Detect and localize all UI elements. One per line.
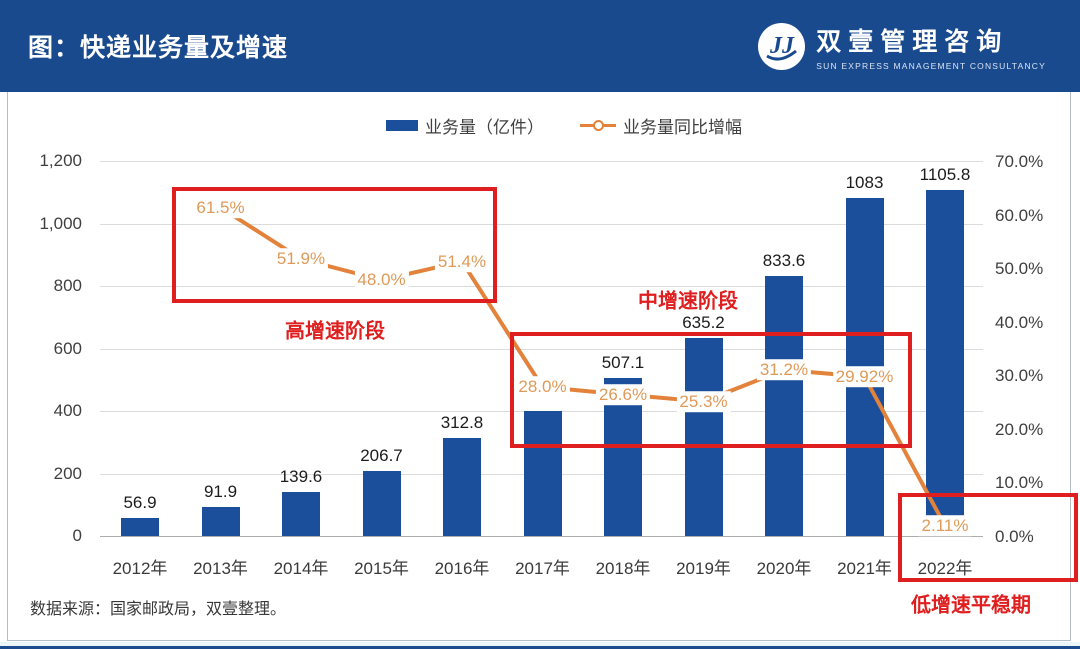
y-axis-tick-label: 400 — [53, 401, 82, 420]
growth-point-label: 25.3% — [676, 390, 731, 413]
growth-point-label: 31.2% — [756, 359, 812, 381]
logo: JJ 双壹管理咨询 SUN EXPRESS MANAGEMENT CONSULT… — [758, 22, 1080, 71]
right-axis-tick-label: 20.0% — [995, 419, 1044, 439]
y-axis-tick-label: 0 — [72, 526, 82, 545]
growth-point-label: 26.6% — [595, 383, 651, 406]
volume-bar — [201, 507, 240, 536]
page-title: 图：快递业务量及增速 — [28, 34, 289, 62]
growth-point-label: 61.5% — [193, 196, 248, 219]
x-axis-label: 2018年 — [595, 559, 651, 578]
y-axis-tick-label: 600 — [53, 338, 82, 358]
x-axis-label: 2015年 — [354, 559, 409, 578]
growth-point-label: 48.0% — [354, 269, 409, 291]
legend-item-growth: 业务量同比增幅 — [580, 113, 742, 138]
annotation-box — [510, 332, 912, 448]
bar-value-label: 206.7 — [360, 446, 403, 466]
logo-subtitle: SUN EXPRESS MANAGEMENT CONSULTANCY — [816, 60, 1046, 71]
x-axis-label: 2021年 — [837, 559, 892, 578]
y-axis-tick-label: 1,200 — [39, 151, 82, 170]
bar-value-label: 1083 — [845, 172, 884, 192]
y-axis-tick-label: 200 — [53, 463, 82, 483]
logo-icon: JJ — [758, 22, 806, 70]
bar-value-label: 91.9 — [203, 482, 238, 502]
annotation-label: 高增速阶段 — [285, 320, 385, 343]
x-axis-label: 2016年 — [434, 559, 490, 578]
growth-point-label: 28.0% — [515, 376, 570, 398]
right-axis-tick-label: 10.0% — [995, 473, 1044, 493]
volume-bar — [765, 275, 803, 536]
x-axis-label: 2014年 — [273, 559, 329, 578]
logo-text: 双壹管理咨询 SUN EXPRESS MANAGEMENT CONSULTANC… — [816, 22, 1046, 71]
volume-bar — [523, 410, 562, 536]
x-axis-label: 2012年 — [112, 559, 168, 578]
x-axis-label: 2017年 — [515, 559, 570, 578]
bar-value-label: 139.6 — [279, 467, 323, 487]
annotation-label: 低增速平稳期 — [911, 594, 1031, 617]
right-axis-tick-label: 30.0% — [995, 366, 1044, 386]
gridline — [100, 348, 983, 350]
gridline — [100, 161, 983, 162]
annotation-box — [898, 493, 1078, 582]
bottom-dark-strip — [0, 646, 1080, 649]
y-axis-tick-label: 1,000 — [39, 213, 82, 233]
annotation-label: 中增速阶段 — [638, 290, 738, 313]
line-legend-marker-icon — [580, 120, 616, 131]
right-axis-tick-label: 0.0% — [995, 527, 1034, 546]
bottom-light-strip — [0, 642, 1080, 646]
volume-bar — [443, 438, 481, 536]
growth-point-label: 51.9% — [273, 248, 329, 270]
gridline — [100, 286, 983, 287]
gridline — [100, 536, 983, 537]
x-axis-label: 2022年 — [917, 559, 973, 578]
bar-value-label: 312.8 — [440, 413, 484, 433]
x-axis-label: 2013年 — [193, 559, 248, 578]
logo-brand: 双壹管理咨询 — [816, 28, 1009, 56]
data-source: 数据来源：国家邮政局，双壹整理。 — [30, 601, 287, 618]
volume-bar — [362, 471, 401, 536]
volume-bar — [282, 492, 320, 536]
bar-value-label: 833.6 — [762, 250, 806, 270]
legend-line-label: 业务量同比增幅 — [623, 118, 742, 137]
x-axis-label: 2020年 — [756, 559, 812, 578]
growth-point-label: 2.11% — [918, 514, 972, 537]
header: 图：快递业务量及增速 JJ 双壹管理咨询 SUN EXPRESS MANAGEM… — [0, 0, 1080, 92]
legend-item-volume: 业务量（亿件） — [386, 113, 544, 138]
right-axis-tick-label: 60.0% — [995, 205, 1044, 225]
bar-value-label: 56.9 — [123, 493, 157, 513]
y-axis-tick-label: 800 — [53, 276, 82, 295]
growth-point-label: 29.92% — [832, 365, 897, 388]
legend-bar-label: 业务量（亿件） — [425, 118, 544, 137]
gridline — [100, 223, 983, 225]
volume-bar — [121, 518, 159, 536]
growth-point-label: 51.4% — [434, 250, 490, 273]
right-axis-tick-label: 50.0% — [995, 259, 1044, 279]
x-axis-label: 2019年 — [676, 559, 731, 578]
volume-bar — [926, 190, 964, 536]
volume-bar — [684, 337, 723, 536]
right-axis-tick-label: 40.0% — [995, 312, 1044, 332]
right-axis-tick-label: 70.0% — [995, 152, 1044, 171]
annotation-box — [172, 187, 497, 303]
bar-value-label: 635.2 — [682, 312, 725, 332]
bar-value-label: 1105.8 — [919, 165, 971, 185]
bar-value-label: 507.1 — [601, 352, 645, 372]
legend: 业务量（亿件） 业务量同比增幅 — [48, 113, 1080, 138]
bar-legend-swatch-icon — [386, 120, 418, 131]
